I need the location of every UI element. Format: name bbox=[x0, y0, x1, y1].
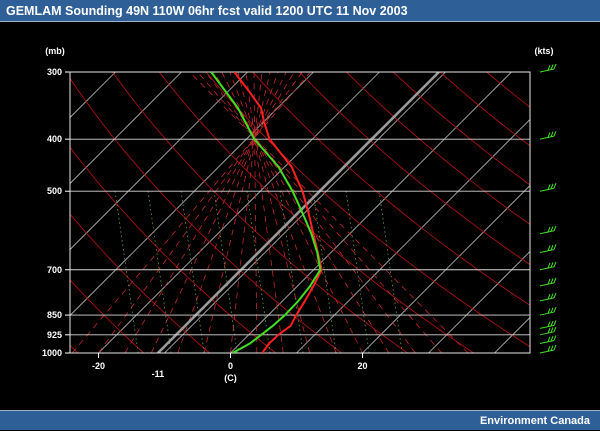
isotherm-line bbox=[165, 72, 446, 353]
isotherm-line bbox=[495, 72, 600, 353]
dry-adiabat-line bbox=[440, 72, 600, 353]
mixing-ratio-line bbox=[379, 191, 402, 353]
temperature-profile-line bbox=[234, 72, 321, 353]
wind-barb-900 bbox=[540, 320, 556, 328]
moist-adiabat-line bbox=[230, 72, 336, 353]
pressure-tick-label: 850 bbox=[47, 310, 62, 320]
mixing-ratio-line bbox=[148, 191, 171, 353]
temp-tick-label: 20 bbox=[357, 361, 367, 371]
pressure-unit-label: (mb) bbox=[45, 46, 65, 56]
dry-adiabat-line bbox=[487, 72, 600, 353]
wind-barb-400 bbox=[540, 131, 556, 139]
isotherm-line bbox=[231, 72, 512, 353]
dry-adiabat-line bbox=[0, 72, 144, 353]
mixing-ratio-line bbox=[280, 191, 303, 353]
wind-barb-750 bbox=[540, 278, 556, 286]
wind-barb-1000 bbox=[540, 345, 556, 353]
moist-adiabat-line bbox=[151, 72, 286, 353]
moist-adiabat-line bbox=[254, 72, 257, 353]
credit-text: Environment Canada bbox=[480, 415, 590, 427]
isotherm-line bbox=[0, 72, 182, 353]
pressure-tick-label: 1000 bbox=[42, 348, 62, 358]
moist-adiabat-line bbox=[125, 72, 294, 353]
dry-adiabat-line bbox=[393, 72, 600, 353]
wind-unit-label: (kts) bbox=[534, 46, 553, 56]
chart-title: GEMLAM Sounding 49N 110W 06hr fcst valid… bbox=[6, 4, 408, 18]
moist-adiabat-line bbox=[198, 72, 442, 353]
moist-adiabat-line bbox=[246, 72, 283, 353]
pressure-tick-label: 925 bbox=[47, 330, 62, 340]
pressure-tick-label: 500 bbox=[47, 186, 62, 196]
skew-t-plot: 300 400 500 700 850 925 1000 -20 0 20 -11 (C) (mb) (k… bbox=[0, 22, 600, 410]
isotherm-line bbox=[561, 72, 600, 353]
wind-barb-600 bbox=[540, 226, 556, 234]
isotherm-line bbox=[0, 72, 50, 353]
moist-adiabat-line bbox=[190, 72, 469, 353]
mixing-ratio-line bbox=[313, 191, 336, 353]
temp-tick-label: 0 bbox=[228, 361, 233, 371]
wind-barb-850 bbox=[540, 307, 556, 315]
moist-adiabat-line bbox=[72, 72, 310, 353]
pressure-tick-label: 700 bbox=[47, 265, 62, 275]
highlight-isotherm-label: -11 bbox=[152, 369, 165, 379]
dry-adiabat-line bbox=[580, 72, 600, 353]
isotherm-line bbox=[99, 72, 380, 353]
wind-barb-700 bbox=[540, 262, 556, 270]
wind-barb-960 bbox=[540, 335, 556, 343]
wind-barb-650 bbox=[540, 244, 556, 252]
isotherm-line bbox=[429, 72, 600, 353]
temp-tick-label: -20 bbox=[92, 361, 105, 371]
wind-barb-500 bbox=[540, 183, 556, 191]
mixing-ratio-line bbox=[247, 191, 270, 353]
pressure-tick-label: 300 bbox=[47, 67, 62, 77]
mixing-ratio-line bbox=[181, 191, 204, 353]
isotherm-line bbox=[33, 72, 314, 353]
dry-adiabat-line bbox=[0, 72, 78, 353]
wind-barb-300 bbox=[540, 64, 556, 72]
temp-unit-label: (C) bbox=[224, 373, 237, 383]
wind-barb-800 bbox=[540, 293, 556, 301]
isotherm-line bbox=[297, 72, 578, 353]
dry-adiabat-line bbox=[0, 72, 210, 353]
title-bar: GEMLAM Sounding 49N 110W 06hr fcst valid… bbox=[0, 0, 600, 22]
dry-adiabat-line bbox=[346, 72, 600, 353]
dry-adiabat-line bbox=[534, 72, 600, 353]
footer-bar: Environment Canada bbox=[0, 410, 600, 430]
pressure-tick-label: 400 bbox=[47, 134, 62, 144]
